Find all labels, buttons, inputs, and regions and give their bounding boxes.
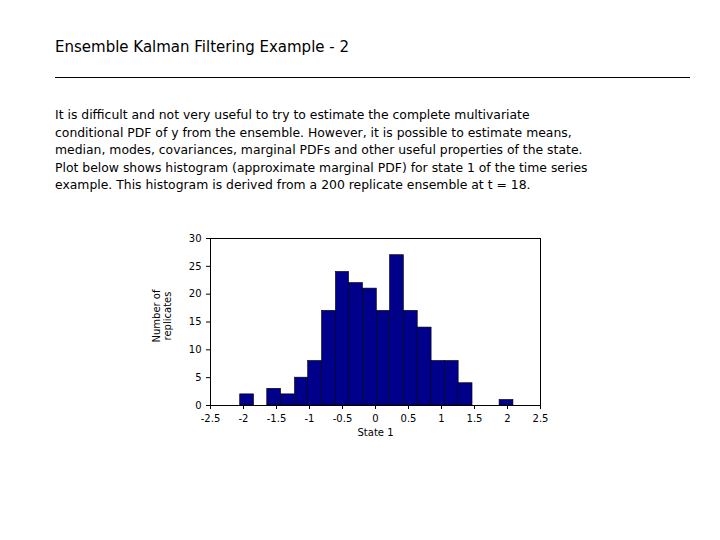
svg-text:1: 1 (438, 413, 444, 424)
svg-text:-1: -1 (305, 413, 315, 424)
svg-text:-2.5: -2.5 (201, 413, 221, 424)
svg-text:1.5: 1.5 (467, 413, 483, 424)
html-text:median, modes, covariances, ma: median, modes, covariances, marginal PDF… (55, 142, 583, 157)
svg-text:-1.5: -1.5 (267, 413, 287, 424)
svg-text:2: 2 (504, 413, 510, 424)
svg-text:2.5: 2.5 (533, 413, 549, 424)
svg-text:0: 0 (195, 400, 201, 411)
svg-text:30: 30 (189, 233, 202, 244)
svg-text:-2: -2 (239, 413, 249, 424)
html-text:Number of replicates: Number of replicates (151, 289, 173, 343)
svg-text:-0.5: -0.5 (333, 413, 353, 424)
svg-text:0: 0 (372, 413, 378, 424)
html-text:Ensemble Kalman Filtering Exam: Ensemble Kalman Filtering Example - 2 (55, 38, 349, 56)
html-text:It is difficult and not very u: It is difficult and not very useful to t… (55, 107, 530, 122)
svg-text:0.5: 0.5 (401, 413, 417, 424)
svg-text:10: 10 (189, 344, 202, 355)
html-text:Plot below shows histogram (ap: Plot below shows histogram (approximate … (55, 159, 588, 175)
svg-text:State 1: State 1 (357, 427, 393, 438)
html-text:conditional PDF of y from the: conditional PDF of y from the ensemble. … (55, 124, 572, 140)
html-text:example. This histogram is der: example. This histogram is derived from … (55, 177, 531, 192)
svg-text:25: 25 (189, 261, 202, 272)
svg-text:20: 20 (189, 288, 202, 299)
svg-text:15: 15 (189, 316, 202, 327)
svg-text:5: 5 (195, 372, 201, 383)
